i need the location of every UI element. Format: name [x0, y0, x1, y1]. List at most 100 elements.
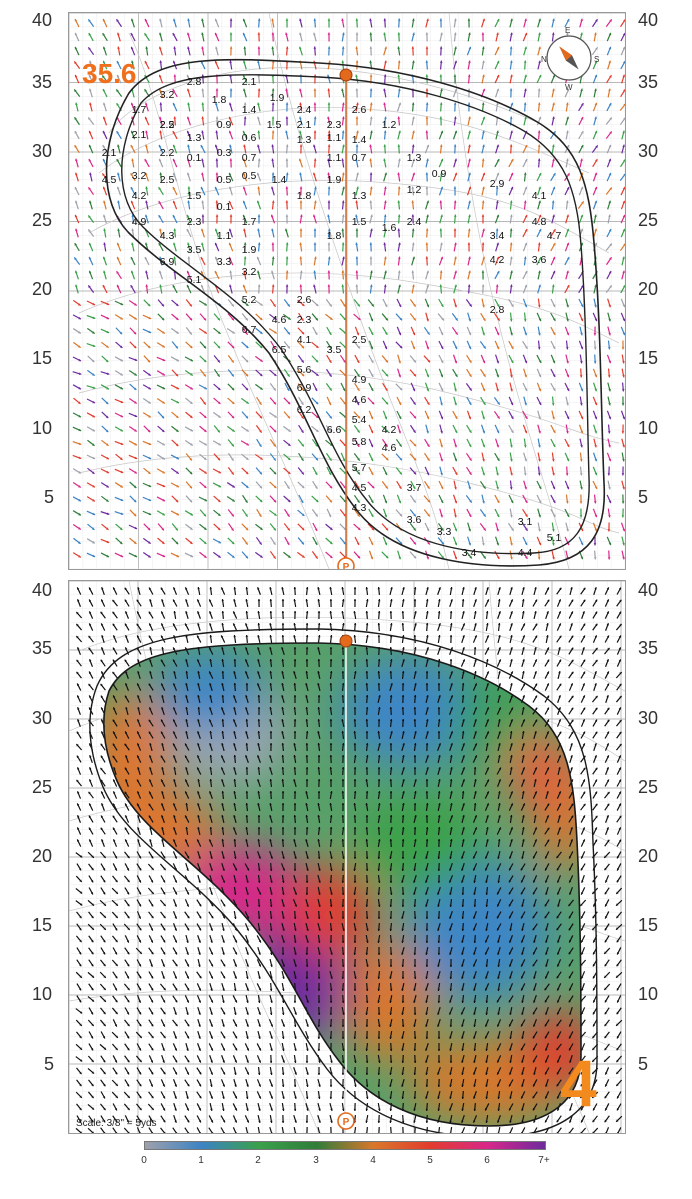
- slope-arrow: [377, 982, 381, 992]
- slope-arrow: [604, 755, 610, 763]
- slope-arrow: [186, 214, 192, 224]
- slope-arrow: [481, 494, 485, 504]
- slope-arrow: [172, 983, 178, 991]
- slope-arrow: [401, 946, 405, 956]
- slope-arrow: [449, 610, 453, 620]
- slope-arrow: [439, 144, 443, 154]
- slope-arrow: [508, 827, 514, 835]
- slope-arrow: [75, 284, 79, 294]
- slope-arrow: [509, 284, 513, 294]
- slope-arrow: [509, 18, 513, 28]
- slope-arrow: [213, 495, 221, 503]
- slope-arrow: [172, 623, 178, 631]
- slope-arrow: [353, 778, 357, 788]
- slope-arrow: [484, 947, 490, 955]
- slope-arrow: [75, 875, 83, 883]
- slope-arrow: [496, 887, 502, 895]
- slope-arrow: [484, 935, 490, 943]
- slope-arrow: [125, 706, 129, 716]
- slope-arrow: [148, 815, 154, 823]
- slope-arrow: [389, 598, 393, 608]
- slope-arrow: [355, 186, 359, 196]
- slope-arrow: [281, 959, 285, 967]
- slope-arrow: [461, 863, 465, 871]
- slope-arrow: [523, 396, 527, 406]
- slope-arrow: [448, 1007, 454, 1015]
- slope-arrow: [241, 411, 249, 419]
- slope-arrow: [592, 803, 598, 811]
- slope-arrow: [269, 1127, 273, 1133]
- slope-arrow: [365, 586, 369, 596]
- slope-arrow: [173, 814, 177, 824]
- slope-arrow: [592, 731, 598, 739]
- slope-arrow: [423, 495, 431, 503]
- slope-arrow: [341, 994, 345, 1004]
- slope-arrow: [75, 102, 79, 112]
- slope-arrow: [556, 1019, 562, 1027]
- slope-arrow: [76, 815, 82, 823]
- slope-arrow: [382, 340, 388, 350]
- slope-arrow: [389, 826, 393, 836]
- slope-arrow: [221, 863, 225, 871]
- slope-arrow: [383, 32, 387, 42]
- slope-arrow: [255, 341, 263, 349]
- slope-arrow: [327, 284, 331, 294]
- y-tick: 25: [638, 210, 659, 230]
- pin-marker: [339, 68, 353, 82]
- slope-arrow: [466, 424, 472, 434]
- slope-arrow: [369, 284, 373, 294]
- slope-arrow: [124, 971, 130, 979]
- slope-arrow: [495, 382, 499, 392]
- slope-arrow: [281, 754, 285, 764]
- slope-arrow: [485, 958, 489, 968]
- slope-arrow: [411, 256, 415, 266]
- slope-arrow: [201, 200, 205, 210]
- slope-arrow: [220, 755, 226, 763]
- slope-arrow: [196, 1091, 202, 1099]
- slope-arrow: [452, 452, 458, 462]
- slope-arrow: [149, 695, 153, 703]
- slope-arrow: [425, 898, 429, 908]
- compass-letter: W: [565, 83, 573, 92]
- slope-arrow: [413, 1054, 417, 1064]
- slope-arrow: [88, 815, 94, 823]
- slope-label: 1.3: [407, 152, 422, 164]
- slope-arrow: [173, 1007, 177, 1015]
- slope-label: 1.5: [352, 216, 367, 228]
- slope-arrow: [245, 634, 249, 644]
- slope-arrow: [381, 523, 389, 531]
- slope-arrow: [241, 508, 249, 518]
- slope-arrow: [365, 778, 369, 788]
- slope-arrow: [123, 923, 131, 931]
- slope-arrow: [199, 453, 207, 461]
- slope-arrow: [257, 60, 261, 70]
- slope-arrow: [365, 694, 369, 704]
- slope-arrow: [341, 850, 345, 860]
- slope-arrow: [256, 396, 262, 406]
- slope-arrow: [341, 982, 345, 992]
- slope-arrow: [439, 424, 443, 434]
- slope-arrow: [285, 172, 289, 182]
- slope-arrow: [449, 743, 453, 751]
- slope-arrow: [580, 779, 586, 787]
- y-tick: 20: [638, 846, 659, 866]
- slope-arrow: [312, 480, 318, 490]
- slope-arrow: [76, 1103, 82, 1111]
- slope-arrow: [532, 695, 538, 703]
- slope-arrow: [353, 1102, 357, 1112]
- slope-arrow: [532, 1019, 538, 1027]
- slope-arrow: [521, 1078, 525, 1088]
- slope-arrow: [329, 850, 333, 860]
- slope-arrow: [341, 766, 345, 776]
- slope-arrow: [299, 46, 303, 56]
- slope-arrow: [497, 1126, 501, 1133]
- slope-arrow: [312, 536, 318, 546]
- slope-arrow: [148, 1019, 154, 1027]
- slope-arrow: [114, 370, 124, 376]
- slope-arrow: [550, 326, 556, 336]
- slope-arrow: [565, 102, 569, 112]
- slope-arrow: [423, 509, 431, 517]
- slope-arrow: [425, 172, 429, 182]
- slope-arrow: [532, 887, 538, 895]
- slope-arrow: [369, 214, 373, 224]
